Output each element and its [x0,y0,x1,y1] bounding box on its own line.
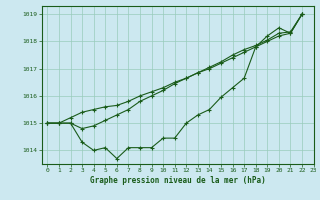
X-axis label: Graphe pression niveau de la mer (hPa): Graphe pression niveau de la mer (hPa) [90,176,266,185]
